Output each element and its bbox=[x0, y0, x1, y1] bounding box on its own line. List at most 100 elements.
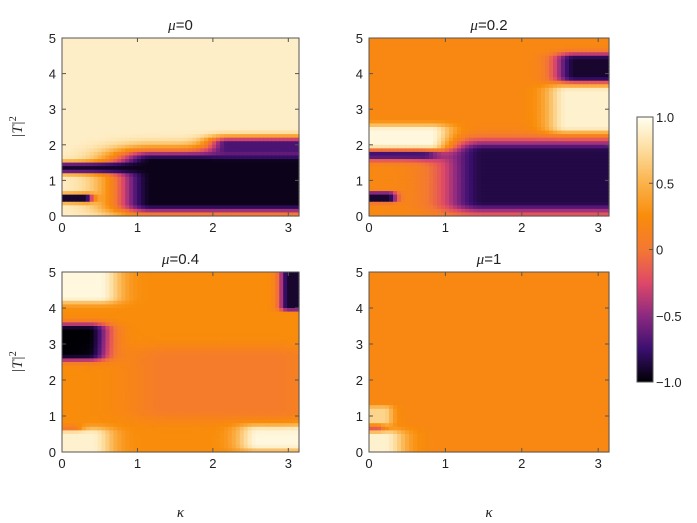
heatmap-cell bbox=[227, 102, 233, 107]
heatmap-cell bbox=[208, 205, 213, 210]
heatmap-cell bbox=[469, 73, 474, 78]
heatmap-cell bbox=[212, 119, 217, 125]
heatmap-cell bbox=[381, 144, 386, 149]
heatmap-cell bbox=[517, 116, 522, 121]
heatmap-cell bbox=[168, 208, 174, 214]
heatmap-cell bbox=[172, 141, 178, 146]
heatmap-cell bbox=[121, 84, 126, 89]
heatmap-cell bbox=[497, 148, 502, 153]
heatmap-cell bbox=[180, 151, 186, 157]
heatmap-cell bbox=[89, 137, 95, 142]
heatmap-cell bbox=[73, 162, 79, 167]
heatmap-cell bbox=[81, 183, 87, 189]
heatmap-cell bbox=[231, 48, 237, 53]
heatmap-cell bbox=[283, 187, 288, 192]
heatmap-cell bbox=[569, 48, 574, 53]
heatmap-cell bbox=[397, 98, 402, 103]
heatmap-cell bbox=[227, 45, 233, 50]
heatmap-cell bbox=[545, 98, 550, 103]
heatmap-cell bbox=[69, 119, 75, 125]
heatmap-cell bbox=[401, 130, 406, 135]
heatmap-cell bbox=[89, 112, 95, 117]
heatmap-cell bbox=[152, 123, 158, 128]
heatmap-cell bbox=[389, 73, 394, 78]
heatmap-cell bbox=[465, 151, 470, 157]
heatmap-cell bbox=[449, 87, 454, 92]
heatmap-cell bbox=[97, 155, 103, 160]
heatmap-cell bbox=[501, 66, 506, 71]
heatmap-cell bbox=[473, 66, 478, 71]
heatmap-cell bbox=[133, 166, 138, 171]
heatmap-cell bbox=[477, 98, 482, 103]
heatmap-cell bbox=[101, 191, 107, 196]
heatmap-cell bbox=[251, 205, 257, 210]
heatmap-cell bbox=[413, 105, 418, 110]
heatmap-cell bbox=[409, 41, 414, 46]
heatmap-cell bbox=[81, 176, 87, 181]
heatmap-cell bbox=[152, 38, 158, 43]
heatmap-cell bbox=[62, 38, 67, 43]
heatmap-cell bbox=[220, 70, 225, 75]
heatmap-cell bbox=[137, 198, 142, 203]
heatmap-cell bbox=[85, 66, 91, 71]
heatmap-cell bbox=[263, 130, 268, 135]
heatmap-cell bbox=[77, 94, 83, 100]
heatmap-cell bbox=[208, 194, 213, 199]
heatmap-cell bbox=[160, 176, 166, 181]
heatmap-cell bbox=[125, 105, 130, 110]
heatmap-cell bbox=[287, 48, 292, 53]
heatmap-cell bbox=[81, 62, 87, 68]
heatmap-cell bbox=[160, 109, 166, 114]
heatmap-cell bbox=[287, 123, 292, 128]
heatmap-cell bbox=[105, 62, 110, 68]
heatmap-cell bbox=[287, 87, 292, 92]
heatmap-cell bbox=[184, 84, 189, 89]
heatmap-cell bbox=[513, 119, 518, 125]
heatmap-cell bbox=[93, 137, 99, 142]
heatmap-cell bbox=[97, 130, 103, 135]
heatmap-cell bbox=[457, 52, 462, 57]
heatmap-cell bbox=[247, 59, 253, 64]
heatmap-cell bbox=[377, 84, 382, 89]
heatmap-cell bbox=[89, 166, 95, 171]
heatmap-cell bbox=[188, 151, 193, 157]
heatmap-cell bbox=[393, 80, 398, 85]
heatmap-cell bbox=[137, 144, 142, 149]
heatmap-cell bbox=[172, 205, 178, 210]
heatmap-cell bbox=[433, 94, 438, 100]
heatmap-cell bbox=[125, 159, 130, 164]
heatmap-cell bbox=[65, 162, 71, 167]
heatmap-cell bbox=[117, 98, 122, 103]
heatmap-cell bbox=[208, 109, 213, 114]
heatmap-cell bbox=[137, 116, 142, 121]
heatmap-cell bbox=[255, 144, 261, 149]
heatmap-cell bbox=[73, 52, 79, 57]
heatmap-cell bbox=[589, 66, 594, 71]
heatmap-cell bbox=[517, 62, 522, 68]
heatmap-cell bbox=[97, 166, 103, 171]
heatmap-cell bbox=[529, 127, 534, 132]
heatmap-cell bbox=[243, 116, 249, 121]
heatmap-cell bbox=[465, 119, 470, 125]
heatmap-cell bbox=[505, 80, 510, 85]
heatmap-cell bbox=[168, 52, 174, 57]
heatmap-cell bbox=[196, 66, 201, 71]
heatmap-cell bbox=[593, 73, 598, 78]
heatmap-cell bbox=[156, 137, 162, 142]
heatmap-cell bbox=[172, 48, 178, 53]
heatmap-cell bbox=[188, 141, 193, 146]
heatmap-cell bbox=[421, 41, 426, 46]
heatmap-cell bbox=[513, 151, 518, 157]
heatmap-cell bbox=[101, 205, 107, 210]
heatmap-cell bbox=[493, 109, 498, 114]
heatmap-cell bbox=[553, 141, 558, 146]
heatmap-cell bbox=[168, 94, 174, 100]
heatmap-cell bbox=[605, 62, 610, 68]
heatmap-cell bbox=[180, 148, 186, 153]
heatmap-cell bbox=[172, 162, 178, 167]
heatmap-cell bbox=[381, 70, 386, 75]
heatmap-cell bbox=[148, 80, 154, 85]
heatmap-cell bbox=[279, 52, 284, 57]
heatmap-cell bbox=[577, 116, 582, 121]
